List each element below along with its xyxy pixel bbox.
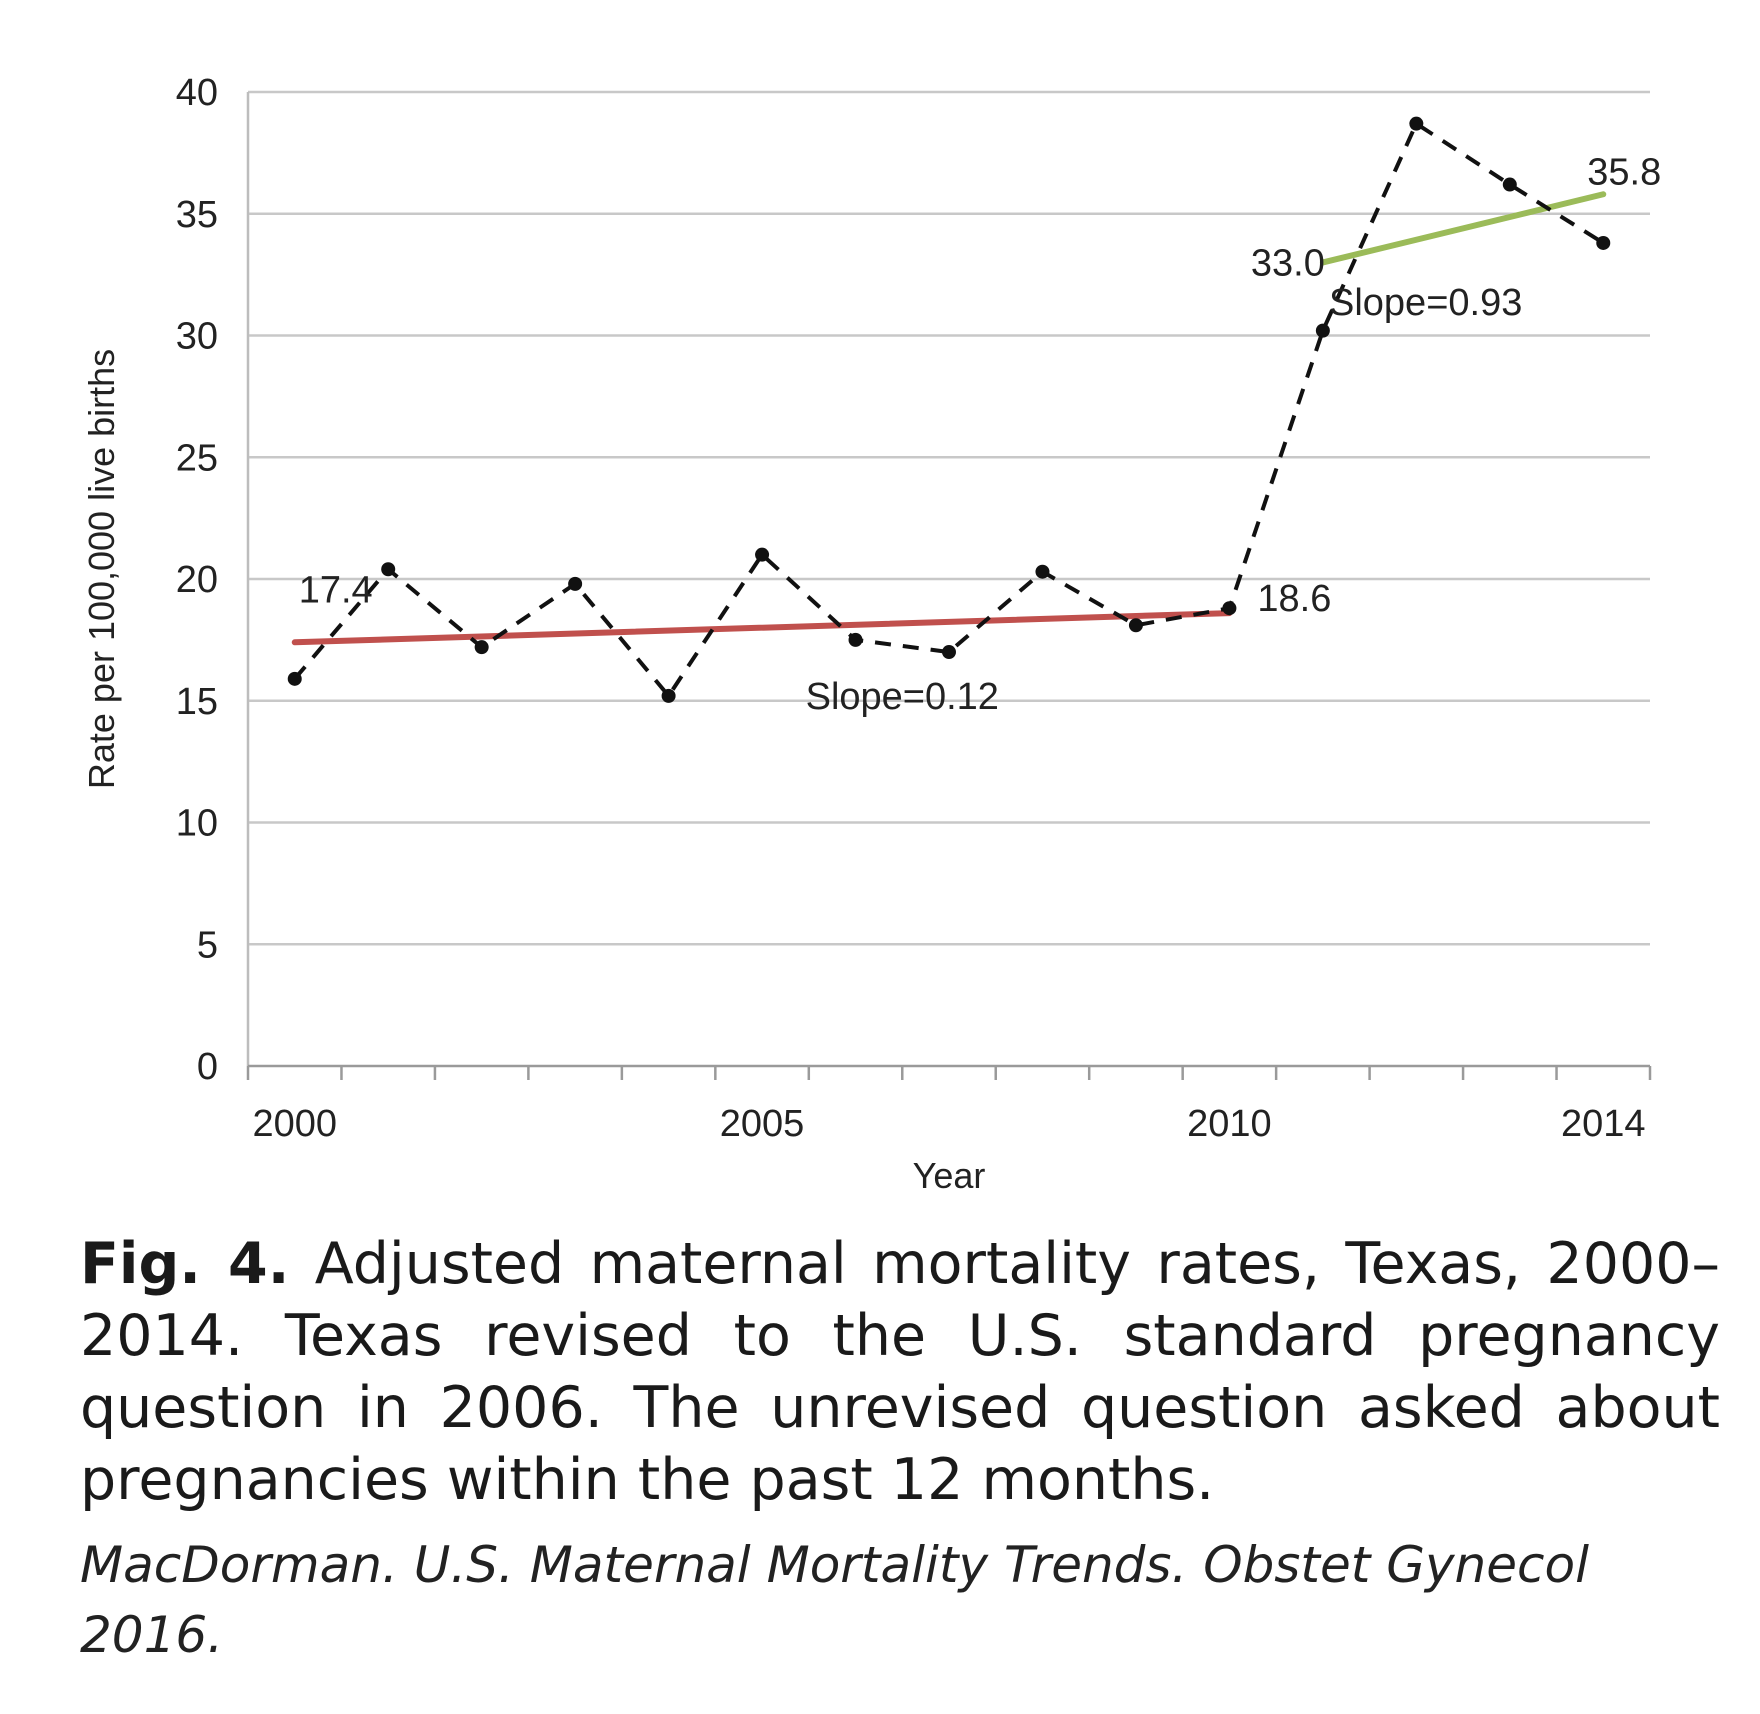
data-point (287, 671, 302, 686)
grid (248, 90, 1650, 946)
data-point (381, 562, 396, 577)
trend2-start-label: 33.0 (1251, 242, 1325, 284)
data-point (568, 576, 583, 591)
trend-line (1319, 191, 1607, 266)
trend-line (291, 610, 1233, 646)
data-series (287, 116, 1611, 703)
data-point (848, 632, 863, 647)
x-tick-label: 2014 (1561, 1103, 1646, 1145)
caption-paragraph: Fig. 4. Adjusted maternal mortality rate… (80, 1228, 1720, 1516)
y-tick-label: 20 (176, 559, 218, 601)
trend1-start-label: 17.4 (299, 569, 373, 611)
data-point (1502, 177, 1517, 192)
trend1-slope-label: Slope=0.12 (806, 676, 999, 718)
trend2-end-label: 35.8 (1587, 151, 1661, 193)
series-line (293, 120, 1605, 700)
y-tick-label: 25 (176, 437, 218, 479)
trend2-slope-label: Slope=0.93 (1329, 282, 1522, 324)
data-point (1596, 235, 1611, 250)
data-point (942, 645, 956, 660)
y-tick-label: 15 (176, 681, 218, 723)
y-tick-label: 5 (197, 924, 218, 966)
data-point (1222, 601, 1237, 616)
trend1-end-label: 18.6 (1257, 578, 1331, 620)
y-tick-label: 35 (176, 194, 218, 236)
data-point (755, 547, 770, 562)
x-tick-label: 2005 (720, 1103, 805, 1145)
y-tick-label: 0 (197, 1046, 218, 1088)
data-point (1035, 564, 1050, 579)
chart: 0 5 10 15 20 25 30 35 40 2000 2005 2010 2014 Year Rate… (81, 72, 1661, 1196)
data-point (1128, 618, 1143, 633)
data-point (661, 688, 676, 703)
axes (246, 92, 1652, 1080)
trend-lines (291, 191, 1607, 646)
x-axis-title: Year (913, 1155, 986, 1196)
citation: MacDorman. U.S. Maternal Mortality Trend… (80, 1536, 1589, 1664)
data-point (1409, 116, 1424, 131)
annotations: 0 5 10 15 20 25 30 35 40 2000 2005 2010 2014 Year Rate… (81, 72, 1661, 1196)
y-axis-title: Rate per 100,000 live births (81, 349, 122, 789)
chart-svg: 0 5 10 15 20 25 30 35 40 2000 2005 2010 2014 Year Rate… (81, 72, 1661, 1196)
data-point (1315, 323, 1330, 338)
data-point (474, 640, 489, 655)
x-tick-label: 2000 (252, 1103, 337, 1145)
y-tick-label: 30 (176, 316, 218, 358)
y-tick-label: 40 (176, 72, 218, 114)
figure-caption: Fig. 4. Adjusted maternal mortality rate… (80, 1228, 1720, 1670)
figure-label: Fig. 4. (80, 1231, 290, 1297)
x-tick-label: 2010 (1187, 1103, 1272, 1145)
caption-body: Adjusted maternal mortality rates, Texas… (80, 1231, 1720, 1513)
y-tick-label: 10 (176, 803, 218, 845)
